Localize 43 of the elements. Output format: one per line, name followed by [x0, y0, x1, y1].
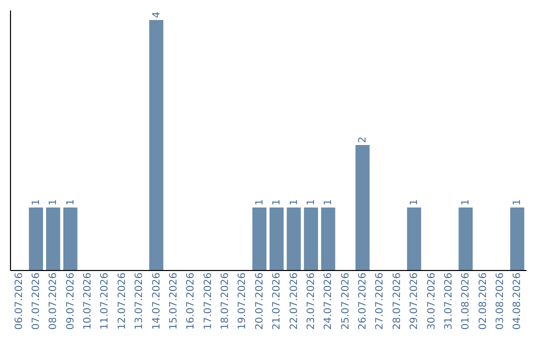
x-tick-label: 29.07.2026: [409, 272, 420, 330]
x-tick-label: 27.07.2026: [374, 272, 386, 330]
data-label: 1: [409, 199, 420, 206]
x-tick-label: 02.08.2026: [478, 272, 489, 330]
x-tick-label: 24.07.2026: [323, 272, 334, 330]
x-tick-label: 31.07.2026: [443, 272, 454, 330]
x-tick-label: 19.07.2026: [237, 272, 248, 330]
x-tick-label: 07.07.2026: [30, 272, 42, 330]
x-tick-label: 12.07.2026: [116, 272, 128, 330]
data-label: 1: [512, 199, 524, 206]
x-tick-label: 16.07.2026: [186, 272, 197, 330]
data-label: 2: [358, 136, 369, 143]
data-label: 1: [323, 199, 334, 206]
x-tick-label: 14.07.2026: [151, 272, 162, 330]
x-tick-label: 17.07.2026: [202, 272, 214, 330]
x-tick-label: 26.07.2026: [358, 272, 369, 330]
x-tick-label: 22.07.2026: [288, 272, 300, 330]
data-label: 1: [254, 199, 266, 206]
x-tick-label: 13.07.2026: [134, 272, 146, 330]
data-label: 1: [272, 199, 283, 206]
x-tick-label: 10.07.2026: [82, 272, 94, 330]
data-label: 1: [30, 199, 42, 206]
data-label: 1: [306, 199, 317, 206]
x-tick-label: 20.07.2026: [254, 272, 266, 330]
data-label: 1: [48, 199, 60, 206]
x-tick-label: 15.07.2026: [168, 272, 180, 330]
x-tick-label: 04.08.2026: [512, 272, 524, 330]
x-tick-label: 11.07.2026: [100, 272, 111, 330]
x-tick-label: 21.07.2026: [272, 272, 283, 330]
x-tick-label: 25.07.2026: [340, 272, 352, 330]
x-tick-label: 03.08.2026: [495, 272, 506, 330]
x-tick-label: 30.07.2026: [426, 272, 438, 330]
data-label: 4: [151, 12, 162, 18]
data-label: 1: [288, 199, 300, 206]
x-tick-label: 06.07.2026: [14, 272, 25, 330]
x-tick-label: 28.07.2026: [392, 272, 403, 330]
x-tick-label: 08.07.2026: [48, 272, 60, 330]
data-label: 1: [460, 199, 472, 206]
data-label: 1: [65, 199, 76, 206]
x-tick-label: 09.07.2026: [65, 272, 76, 330]
x-tick-label: 01.08.2026: [460, 272, 472, 330]
x-tick-label: 23.07.2026: [306, 272, 317, 330]
x-tick-label: 18.07.2026: [220, 272, 232, 330]
